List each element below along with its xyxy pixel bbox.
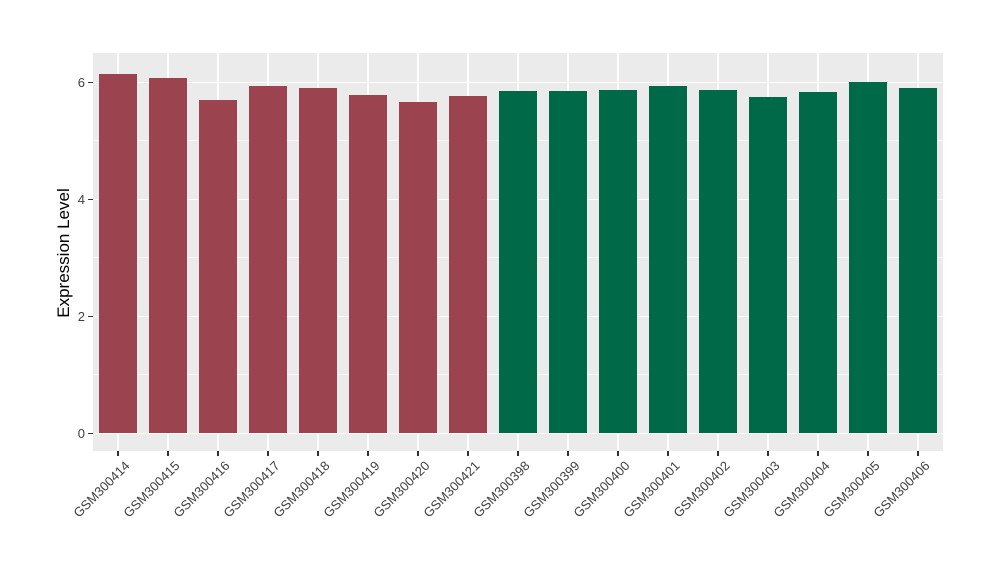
x-tick-mark (717, 451, 719, 456)
x-tick-mark (217, 451, 219, 456)
y-tick-label: 6 (77, 74, 85, 90)
x-tick-mark (267, 451, 269, 456)
x-tick-mark (367, 451, 369, 456)
bar-GSM300400 (599, 89, 637, 434)
bar-GSM300421 (449, 96, 487, 434)
bar-GSM300399 (549, 91, 587, 434)
bar-GSM300402 (699, 89, 737, 434)
bar-GSM300406 (899, 87, 937, 434)
y-axis-title: Expression Level (54, 188, 73, 318)
bar-GSM300417 (249, 86, 287, 434)
bar-GSM300414 (99, 74, 137, 434)
x-tick-mark (417, 451, 419, 456)
bar-GSM300401 (649, 85, 687, 434)
bar-GSM300420 (399, 102, 437, 434)
bar-GSM300418 (299, 88, 337, 434)
x-tick-mark (117, 451, 119, 456)
bar-GSM300419 (349, 95, 387, 434)
x-tick-mark (617, 451, 619, 456)
bar-GSM300398 (499, 91, 537, 434)
y-tick-mark (88, 432, 93, 435)
y-tick-mark (88, 198, 93, 201)
x-tick-mark (567, 451, 569, 456)
x-tick-mark (867, 451, 869, 456)
bar-GSM300404 (799, 92, 837, 434)
x-tick-mark (767, 451, 769, 456)
bar-GSM300415 (149, 78, 187, 434)
y-tick-mark (88, 315, 93, 318)
x-tick-mark (167, 451, 169, 456)
x-tick-mark (817, 451, 819, 456)
bar-GSM300403 (749, 97, 787, 434)
x-tick-mark (517, 451, 519, 456)
y-tick-label: 2 (77, 308, 85, 324)
x-tick-mark (667, 451, 669, 456)
bar-GSM300405 (849, 82, 887, 434)
plot-panel (93, 53, 943, 451)
y-tick-label: 0 (77, 425, 85, 441)
bar-GSM300416 (199, 99, 237, 434)
x-tick-mark (467, 451, 469, 456)
y-tick-label: 4 (77, 191, 85, 207)
x-tick-mark (317, 451, 319, 456)
x-tick-mark (917, 451, 919, 456)
y-tick-mark (88, 81, 93, 83)
